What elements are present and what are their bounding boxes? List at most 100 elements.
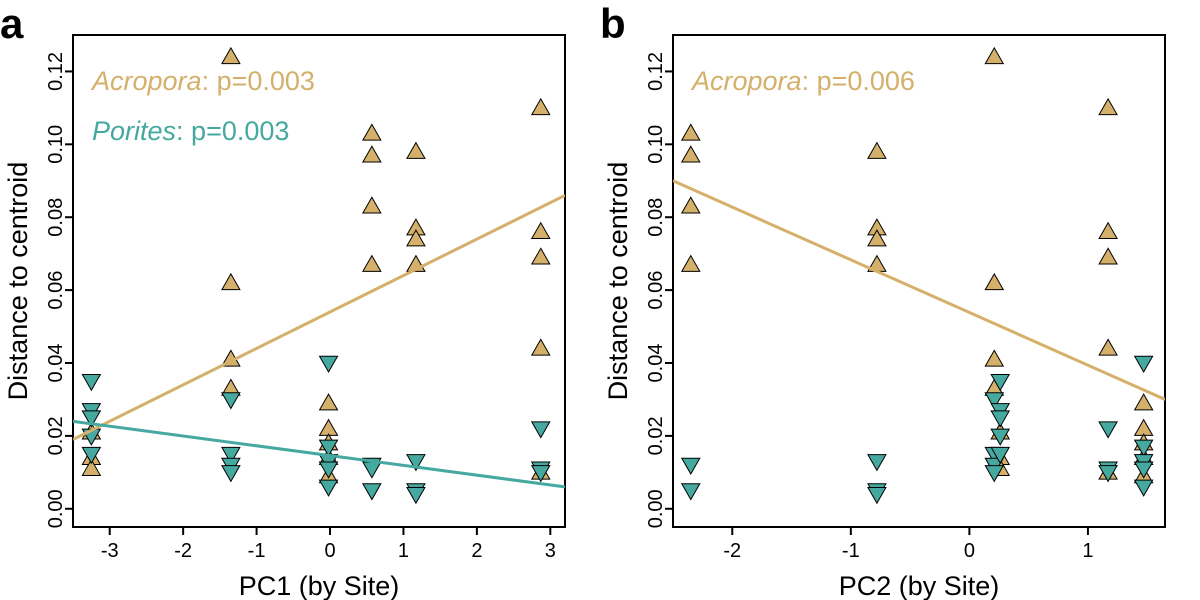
x-axis-title: PC2 (by Site) — [839, 571, 1000, 600]
y-tick-label: 0.00 — [645, 489, 667, 528]
porites-point — [530, 421, 551, 439]
acropora-point — [1133, 418, 1154, 436]
porites-point — [867, 486, 887, 505]
x-tick-label: 3 — [545, 540, 556, 562]
genus-name: Porites — [92, 116, 176, 146]
y-tick-label: 0.08 — [645, 198, 667, 237]
acropora-point — [530, 97, 551, 116]
acropora-point — [362, 196, 382, 214]
x-tick-label: 1 — [1082, 540, 1093, 562]
panel-b: b -2 -1 0 1 0.00 0.02 0.04 0.06 0.08 0.10 0.12 PC2 (… — [600, 0, 1166, 600]
porites-point — [81, 410, 102, 428]
acropora-point — [318, 418, 339, 436]
porites-point — [221, 465, 241, 483]
porites-point — [530, 465, 551, 483]
acropora-point — [362, 145, 382, 163]
porites-point — [406, 486, 426, 505]
porites-point — [1098, 421, 1118, 439]
p-value: : p=0.003 — [176, 116, 289, 146]
y-axis-title: Distance to centroid — [3, 162, 33, 401]
porites-point — [1098, 465, 1118, 483]
porites-point — [680, 457, 701, 476]
porites-point — [221, 392, 241, 410]
series-acropora — [680, 46, 1154, 484]
x-axis-title: PC1 (by Site) — [239, 571, 400, 600]
porites-point — [990, 410, 1011, 428]
series-acropora — [81, 46, 551, 484]
porites-point — [81, 446, 102, 465]
acropora-point — [530, 221, 551, 240]
porites-point — [984, 392, 1005, 410]
y-tick-label: 0.04 — [45, 344, 67, 383]
porites-trend-line — [73, 419, 565, 489]
genus-name: Acropora — [690, 66, 802, 96]
series-porites — [81, 355, 551, 505]
acropora-trend-line — [73, 194, 565, 441]
series-porites — [680, 355, 1154, 505]
porites-point — [318, 355, 339, 374]
porites-point — [81, 373, 102, 392]
acropora-annotation: Acropora: p=0.003 — [90, 66, 315, 96]
x-tick-label: -2 — [723, 540, 741, 562]
acropora-point — [406, 141, 426, 159]
acropora-point — [362, 123, 382, 141]
acropora-point — [680, 196, 701, 214]
plot-frame — [72, 34, 566, 528]
porites-point — [318, 439, 339, 457]
acropora-point — [530, 338, 551, 356]
acropora-point — [984, 272, 1005, 291]
acropora-point — [362, 254, 382, 272]
porites-point — [990, 373, 1011, 392]
x-tick-label: -2 — [174, 540, 192, 562]
y-tick-label: 0.00 — [45, 489, 67, 528]
acropora-point — [867, 229, 887, 247]
porites-point — [990, 446, 1011, 465]
y-tick-label: 0.06 — [45, 271, 67, 310]
porites-point — [362, 483, 382, 501]
y-tick-label: 0.02 — [45, 416, 67, 455]
acropora-point — [318, 393, 339, 411]
acropora-point — [221, 272, 241, 291]
acropora-point — [530, 247, 551, 265]
porites-point — [680, 483, 701, 501]
y-tick-label: 0.04 — [645, 344, 667, 383]
porites-point — [1133, 479, 1154, 497]
y-tick-label: 0.10 — [45, 125, 67, 164]
porites-point — [1133, 355, 1154, 374]
y-tick-label: 0.12 — [645, 52, 667, 91]
acropora-point — [81, 458, 102, 476]
acropora-point — [1133, 393, 1154, 411]
acropora-point — [1098, 97, 1118, 116]
x-tick-label: 2 — [471, 540, 482, 562]
porites-point — [984, 465, 1005, 483]
y-tick-label: 0.02 — [645, 416, 667, 455]
acropora-point — [680, 123, 701, 141]
x-tick-label: 0 — [964, 540, 975, 562]
p-value: : p=0.003 — [202, 66, 315, 96]
acropora-point — [1098, 221, 1118, 240]
y-tick-label: 0.08 — [45, 198, 67, 237]
acropora-point — [680, 145, 701, 163]
p-value: : p=0.006 — [802, 66, 915, 96]
porites-point — [1133, 439, 1154, 457]
porites-point — [221, 446, 241, 465]
acropora-point — [221, 46, 241, 65]
porites-point — [362, 461, 382, 479]
acropora-trend-line — [673, 179, 1165, 401]
porites-point — [990, 428, 1011, 446]
y-tick-label: 0.10 — [645, 125, 667, 164]
porites-point — [867, 454, 887, 472]
acropora-point — [406, 229, 426, 247]
porites-point — [406, 454, 426, 472]
acropora-point — [867, 141, 887, 159]
acropora-point — [1098, 247, 1118, 265]
x-tick-label: -1 — [248, 540, 266, 562]
panel-a: a -3 -2 -1 0 1 2 3 0.00 0.02 0.04 0.06 0.08 0.10 0.12 P… — [0, 0, 566, 600]
acropora-annotation: Acropora: p=0.006 — [690, 66, 915, 96]
porites-point — [318, 479, 339, 497]
panel-letter: b — [600, 0, 626, 47]
acropora-point — [1098, 338, 1118, 356]
y-axis-title: Distance to centroid — [603, 162, 633, 401]
porites-annotation: Porites: p=0.003 — [92, 116, 289, 146]
